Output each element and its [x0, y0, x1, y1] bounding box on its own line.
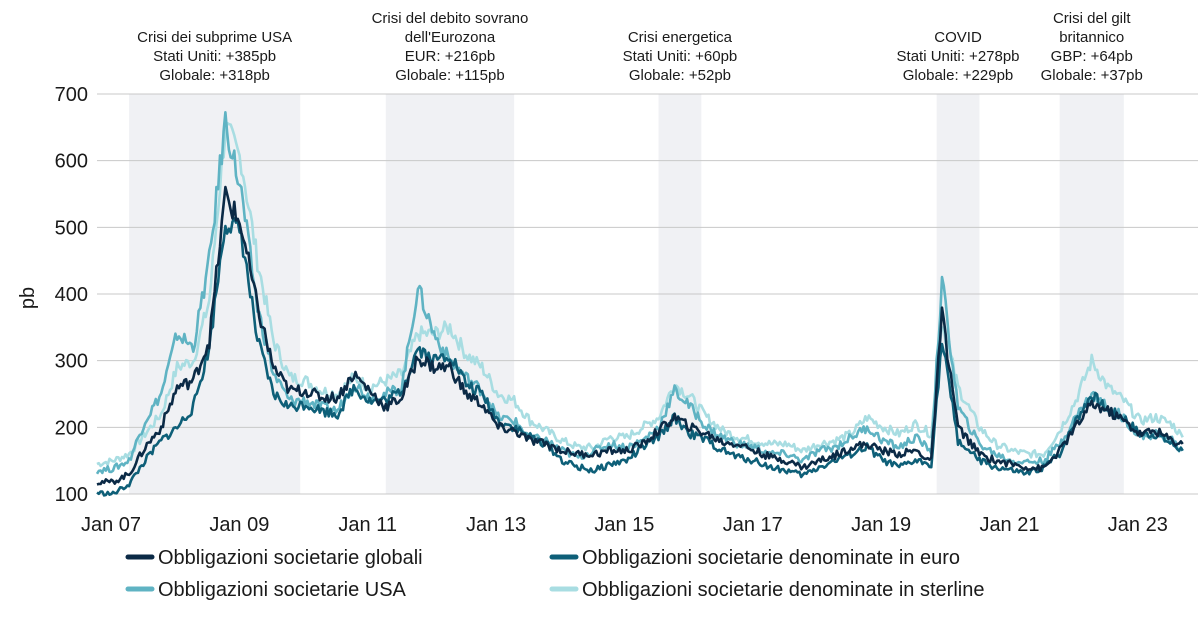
- crisis-annotation-line: Stati Uniti: +60pb: [623, 48, 738, 65]
- x-tick-label: Jan 09: [209, 514, 269, 536]
- x-axis: Jan 07 Jan 09 Jan 11 Jan 13 Jan 15 Jan 17 Jan …: [81, 514, 1168, 536]
- crisis-annotation-line: COVID: [934, 29, 982, 46]
- x-tick-label: Jan 07: [81, 514, 141, 536]
- gridlines: [97, 93, 1198, 495]
- crisis-annotation-line: GBP: +64pb: [1051, 48, 1133, 65]
- crisis-annotation-line: Globale: +115pb: [395, 67, 504, 84]
- series-line-global: [96, 185, 1184, 486]
- crisis-annotation-line: Globale: +229pb: [903, 67, 1014, 84]
- y-tick-label: 300: [55, 351, 88, 373]
- y-axis: 100 200 300 400 500 600 700: [55, 84, 88, 506]
- y-tick-label: 200: [55, 417, 88, 439]
- crisis-annotation-line: Globale: +52pb: [629, 67, 731, 84]
- crisis-annotation-line: Stati Uniti: +278pb: [897, 48, 1020, 65]
- y-tick-label: 400: [55, 284, 88, 306]
- legend-label-usa: Obbligazioni societarie USA: [158, 579, 407, 601]
- y-axis-label: pb: [17, 287, 39, 309]
- crisis-annotation-line: britannico: [1059, 29, 1124, 46]
- crisis-annotation-line: Stati Uniti: +385pb: [153, 48, 276, 65]
- x-tick-label: Jan 13: [466, 514, 526, 536]
- legend-label-euro: Obbligazioni societarie denominate in eu…: [582, 547, 960, 569]
- x-tick-label: Jan 11: [338, 514, 397, 536]
- series-lines: [95, 111, 1184, 497]
- crisis-annotations: Crisi dei subprime USA Stati Uniti: +385p…: [137, 10, 1143, 84]
- y-tick-label: 500: [55, 217, 88, 239]
- crisis-annotation-line: Globale: +318pb: [159, 67, 270, 84]
- crisis-annotation-line: Crisi dei subprime USA: [137, 29, 292, 46]
- crisis-annotation-line: Crisi energetica: [628, 29, 733, 46]
- y-tick-label: 600: [55, 151, 88, 173]
- x-tick-label: Jan 19: [851, 514, 911, 536]
- y-tick-label: 700: [55, 84, 88, 106]
- crisis-annotation-line: dell'Eurozona: [405, 29, 496, 46]
- series-line-sterling: [96, 121, 1184, 468]
- crisis-annotation-line: Crisi del gilt: [1053, 10, 1131, 27]
- legend-label-sterling: Obbligazioni societarie denominate in st…: [582, 579, 984, 601]
- series-line-usa: [95, 111, 1184, 475]
- y-tick-label: 100: [55, 484, 88, 506]
- legend: Obbligazioni societarie globali Obbligazi…: [125, 547, 984, 601]
- crisis-annotation-line: Globale: +37pb: [1041, 67, 1143, 84]
- x-tick-label: Jan 17: [723, 514, 783, 536]
- x-tick-label: Jan 21: [979, 514, 1039, 536]
- legend-label-global: Obbligazioni societarie globali: [158, 547, 423, 569]
- x-tick-label: Jan 23: [1108, 514, 1168, 536]
- crisis-annotation-line: EUR: +216pb: [405, 48, 495, 65]
- x-tick-label: Jan 15: [594, 514, 654, 536]
- crisis-annotation-line: Crisi del debito sovrano: [372, 10, 529, 27]
